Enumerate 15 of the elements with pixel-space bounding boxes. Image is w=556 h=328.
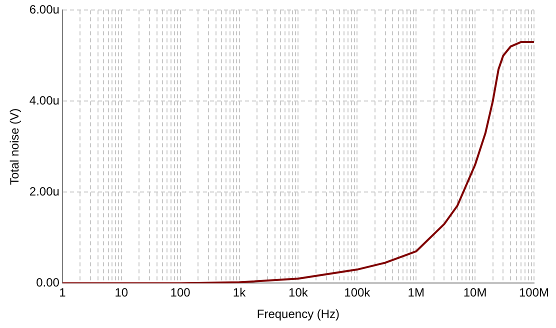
x-tick-label: 10M: [463, 286, 487, 300]
x-tick-label: 1M: [408, 286, 424, 300]
y-tick-label: 4.00u: [29, 94, 60, 108]
x-tick-label: 10k: [288, 286, 309, 300]
y-tick-label: 6.00u: [29, 2, 60, 17]
y-tick-label: 0.00: [36, 276, 60, 290]
x-tick-label: 1: [59, 286, 66, 300]
x-tick-label: 100M: [518, 286, 550, 300]
x-tick-label: 100k: [344, 286, 372, 300]
x-tick-label: 10: [114, 286, 128, 300]
y-axis-title: Total noise (V): [8, 108, 22, 186]
x-tick-label: 100: [170, 286, 191, 300]
x-tick-label: 1k: [232, 286, 247, 300]
x-axis-title: Frequency (Hz): [256, 307, 340, 322]
y-tick-label: 2.00u: [29, 184, 60, 199]
